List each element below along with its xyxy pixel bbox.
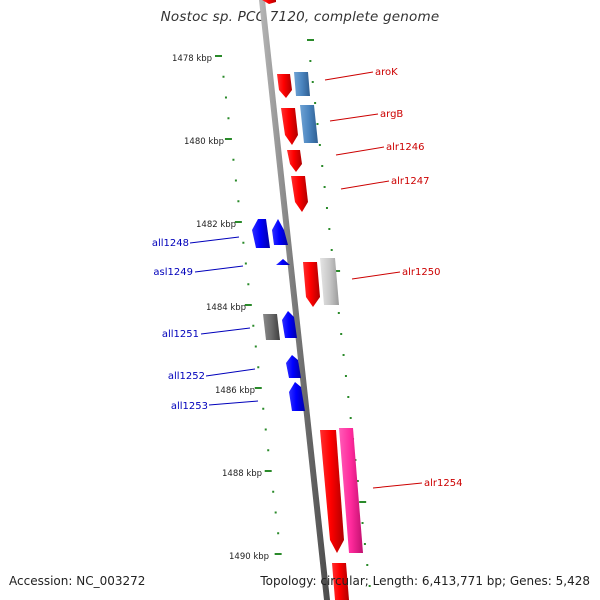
leader-all1252 (205, 368, 256, 377)
leader-alr1247 (340, 180, 390, 190)
gene-asl1249[interactable] (276, 259, 290, 265)
accession-text: Accession: NC_003272 (9, 574, 146, 588)
leader-all1253 (208, 400, 259, 406)
gene-alr1250-partner[interactable] (320, 258, 339, 305)
gene-alr1246[interactable] (287, 150, 302, 172)
label-alr1246[interactable]: alr1246 (386, 142, 424, 153)
gene-all1248-b[interactable] (272, 219, 288, 245)
leader-alr1250 (351, 271, 401, 280)
label-argB[interactable]: argB (380, 109, 403, 120)
label-all1252[interactable]: all1252 (168, 371, 205, 382)
gene-all1253[interactable] (289, 382, 305, 411)
genome-backbone (259, 0, 330, 600)
leader-alr1254 (372, 482, 423, 489)
gene-alr1247[interactable] (291, 176, 308, 212)
scale-label-1484: 1484 kbp (206, 303, 246, 313)
leader-all1248 (189, 236, 240, 244)
label-asl1249[interactable]: asl1249 (153, 267, 193, 278)
leader-all1251 (200, 327, 251, 335)
gene-argB-partner[interactable] (300, 105, 318, 143)
genome-summary-text: Topology: circular; Length: 6,413,771 bp… (260, 574, 590, 588)
scale-label-1486: 1486 kbp (215, 386, 255, 396)
scale-label-1490: 1490 kbp (229, 552, 269, 562)
scale-label-1488: 1488 kbp (222, 469, 262, 479)
scale-label-1478: 1478 kbp (172, 54, 212, 64)
scale-label-1482: 1482 kbp (196, 220, 236, 230)
gene-partial-top[interactable] (262, 0, 276, 4)
gene-all1252[interactable] (286, 355, 301, 378)
label-all1251[interactable]: all1251 (162, 329, 199, 340)
gene-all1251-b[interactable] (282, 311, 297, 338)
gene-aroK-partner[interactable] (294, 72, 310, 96)
gene-all1251-a[interactable] (263, 314, 280, 340)
label-alr1247[interactable]: alr1247 (391, 176, 429, 187)
leader-aroK (324, 71, 374, 81)
label-alr1254[interactable]: alr1254 (424, 478, 462, 489)
label-all1248[interactable]: all1248 (152, 238, 189, 249)
scale-labels: 1478 kbp 1480 kbp 1482 kbp 1484 kbp 1486… (172, 54, 269, 562)
gene-alr1250[interactable] (303, 262, 320, 307)
gene-partial-bottom[interactable] (332, 563, 349, 600)
gene-alr1254-partner[interactable] (339, 428, 363, 553)
leader-alr1246 (335, 146, 385, 156)
leader-argB (329, 113, 379, 122)
label-leaders (189, 71, 423, 489)
leader-asl1249 (194, 265, 244, 273)
scale-label-1480: 1480 kbp (184, 137, 224, 147)
label-all1253[interactable]: all1253 (171, 401, 208, 412)
map-title: Nostoc sp. PCC 7120, complete genome (160, 9, 440, 25)
gene-labels: aroK argB alr1246 alr1247 all1248 asl124… (152, 67, 463, 489)
gene-all1248-a[interactable] (252, 219, 270, 248)
label-aroK[interactable]: aroK (375, 67, 398, 78)
gene-alr1254[interactable] (320, 430, 344, 553)
gene-aroK[interactable] (277, 74, 292, 98)
gene-argB[interactable] (281, 108, 298, 145)
gene-features (252, 0, 363, 600)
label-alr1250[interactable]: alr1250 (402, 267, 440, 278)
